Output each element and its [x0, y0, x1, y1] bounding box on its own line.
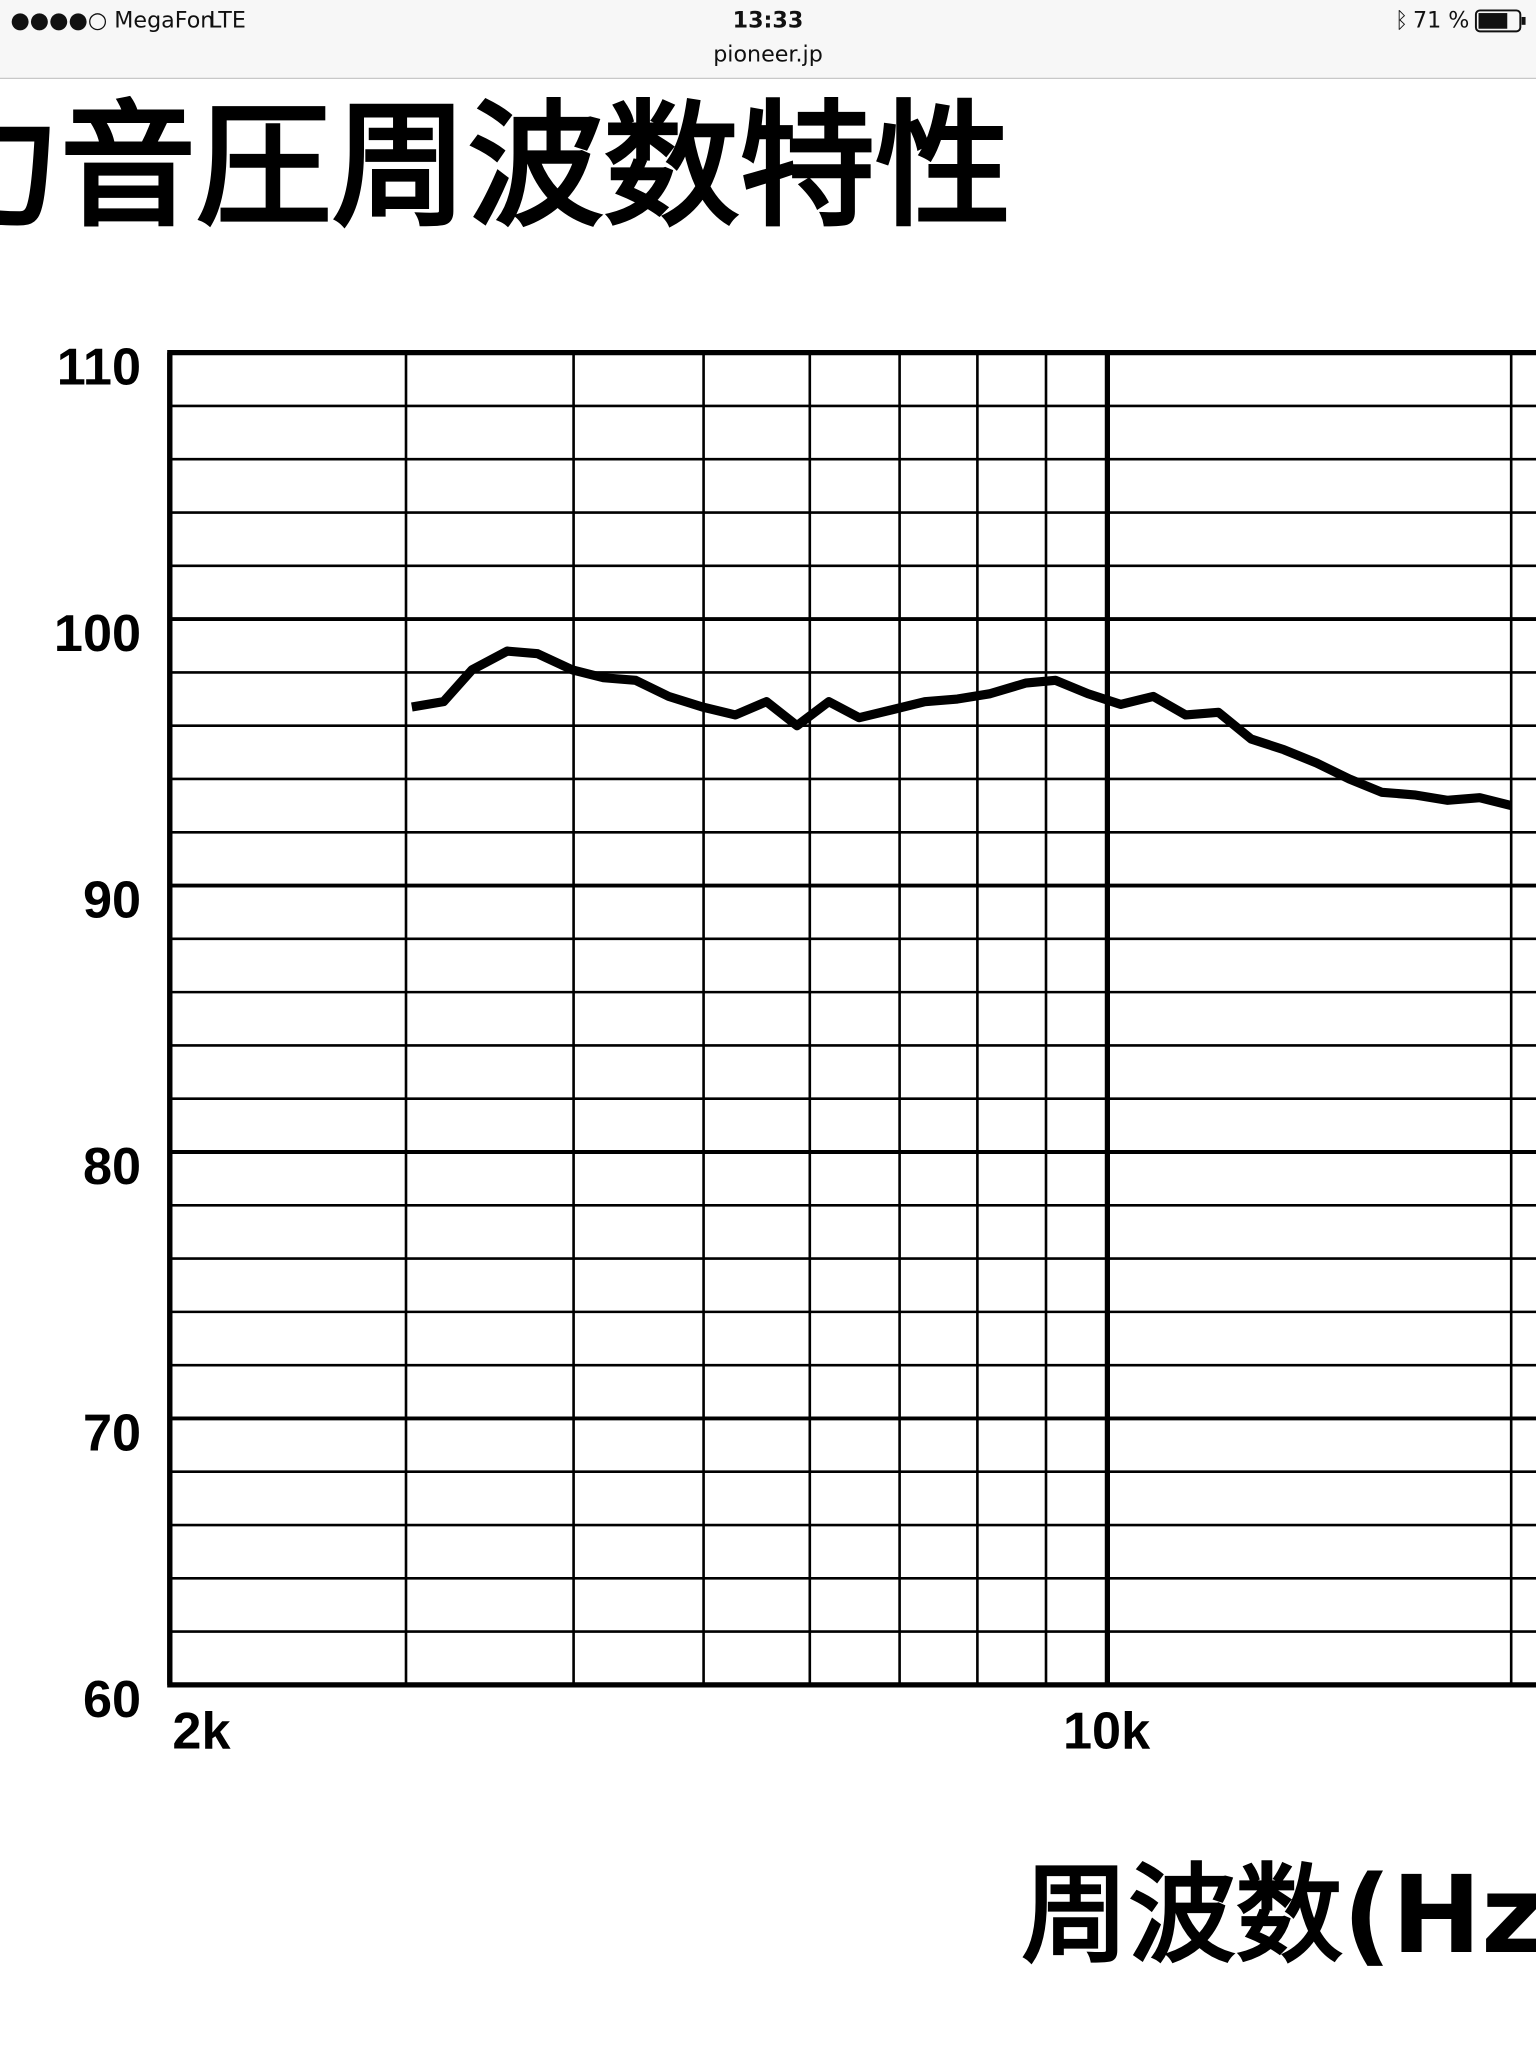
y-tick-label: 70: [83, 1405, 141, 1463]
time: 13:33: [733, 7, 804, 33]
y-tick-label: 60: [83, 1671, 141, 1729]
battery-fill: [1478, 13, 1508, 29]
url[interactable]: pioneer.jp: [713, 41, 823, 67]
y-tick-label: 100: [54, 605, 141, 663]
carrier: ●●●●○ MegaFon: [10, 7, 214, 33]
status-bar: [0, 0, 1536, 79]
x-tick-label: 2k: [172, 1702, 231, 1760]
battery-level: 71 %: [1413, 7, 1469, 33]
y-tick-label: 110: [57, 339, 141, 397]
y-tick-label: 90: [83, 872, 141, 930]
bluetooth-icon: ᛒ: [1395, 7, 1408, 33]
y-tick-label: 80: [83, 1138, 141, 1196]
x-axis-label: 周波数(Hz): [1021, 1854, 1536, 1978]
x-tick-label: 10k: [1063, 1702, 1151, 1760]
chart-title: 力音圧周波数特性: [0, 88, 1011, 246]
battery-tip: [1521, 16, 1526, 25]
data-line: [411, 646, 1513, 811]
network: LTE: [209, 7, 246, 33]
battery-icon: [1474, 9, 1522, 33]
